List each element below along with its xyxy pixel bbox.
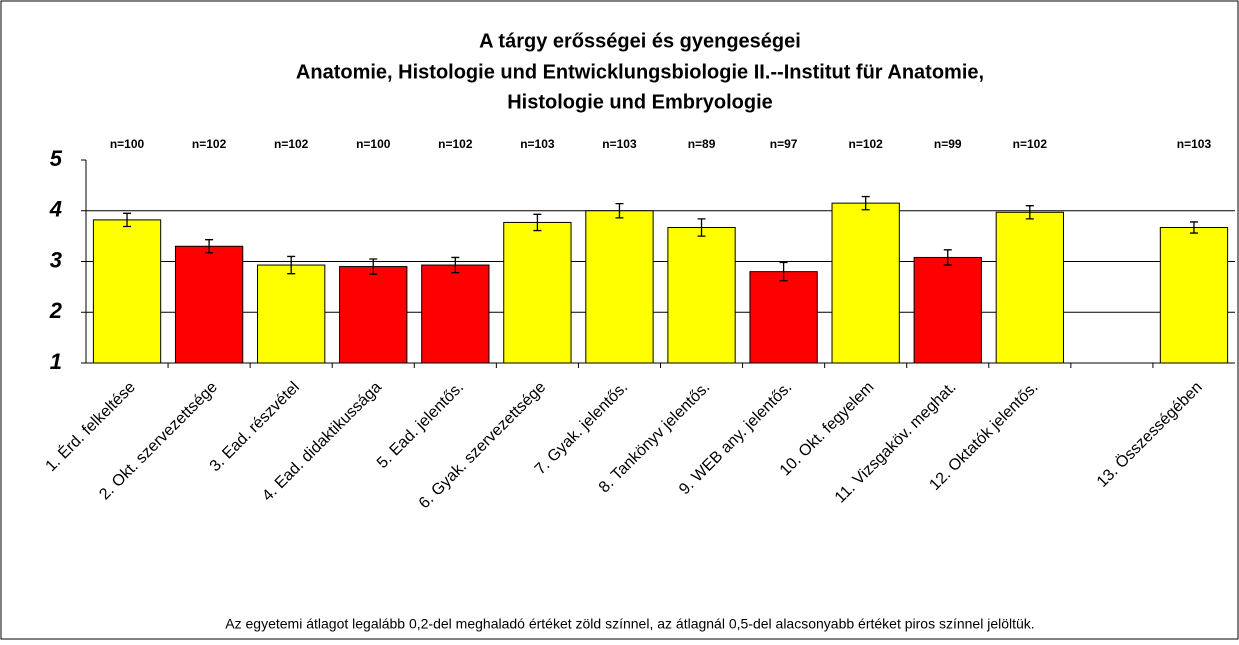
n-label: n=100 bbox=[110, 137, 145, 151]
n-label: n=102 bbox=[438, 137, 473, 151]
error-bar bbox=[451, 256, 460, 274]
bar bbox=[92, 219, 162, 364]
n-label: n=102 bbox=[274, 137, 309, 151]
error-bar bbox=[779, 261, 788, 282]
error-bar bbox=[615, 202, 624, 219]
bar bbox=[667, 226, 736, 364]
error-bar bbox=[287, 255, 296, 275]
y-tick-label: 3 bbox=[50, 247, 62, 272]
footnote: Az egyetemi átlagot legalább 0,2-del meg… bbox=[225, 616, 1034, 632]
y-tick-label: 5 bbox=[50, 146, 63, 171]
bar bbox=[174, 245, 244, 364]
bar bbox=[1159, 226, 1229, 364]
error-bar bbox=[943, 249, 952, 266]
bar bbox=[995, 211, 1064, 364]
error-bar bbox=[123, 212, 132, 228]
bar bbox=[831, 202, 900, 364]
chart-title: A tárgy erősségei és gyengeségei bbox=[479, 30, 801, 52]
n-label: n=97 bbox=[770, 137, 798, 151]
n-label: n=102 bbox=[192, 137, 227, 151]
y-tick-label: 4 bbox=[49, 197, 62, 222]
n-label: n=89 bbox=[688, 137, 716, 151]
bar bbox=[913, 256, 982, 364]
error-bar bbox=[861, 195, 870, 211]
bar bbox=[749, 271, 818, 364]
n-label: n=103 bbox=[1177, 137, 1212, 151]
n-label: n=99 bbox=[934, 137, 962, 151]
n-label: n=102 bbox=[848, 137, 883, 151]
error-bar bbox=[697, 218, 706, 237]
error-bar bbox=[1189, 221, 1198, 234]
bar bbox=[339, 266, 408, 364]
bar bbox=[503, 221, 572, 364]
bar bbox=[257, 264, 326, 364]
y-tick-label: 1 bbox=[50, 349, 62, 374]
n-label: n=102 bbox=[1013, 137, 1048, 151]
bar bbox=[585, 210, 654, 364]
n-label: n=103 bbox=[602, 137, 637, 151]
chart-title: Anatomie, Histologie und Entwicklungsbio… bbox=[296, 61, 984, 83]
n-label: n=103 bbox=[520, 137, 555, 151]
error-bar bbox=[533, 213, 542, 232]
bar bbox=[421, 264, 490, 364]
error-bar bbox=[1025, 205, 1034, 220]
error-bar bbox=[205, 239, 214, 254]
n-label: n=100 bbox=[356, 137, 391, 151]
chart-title: Histologie und Embryologie bbox=[507, 91, 773, 113]
y-tick-label: 2 bbox=[49, 298, 63, 323]
error-bar bbox=[369, 258, 378, 275]
